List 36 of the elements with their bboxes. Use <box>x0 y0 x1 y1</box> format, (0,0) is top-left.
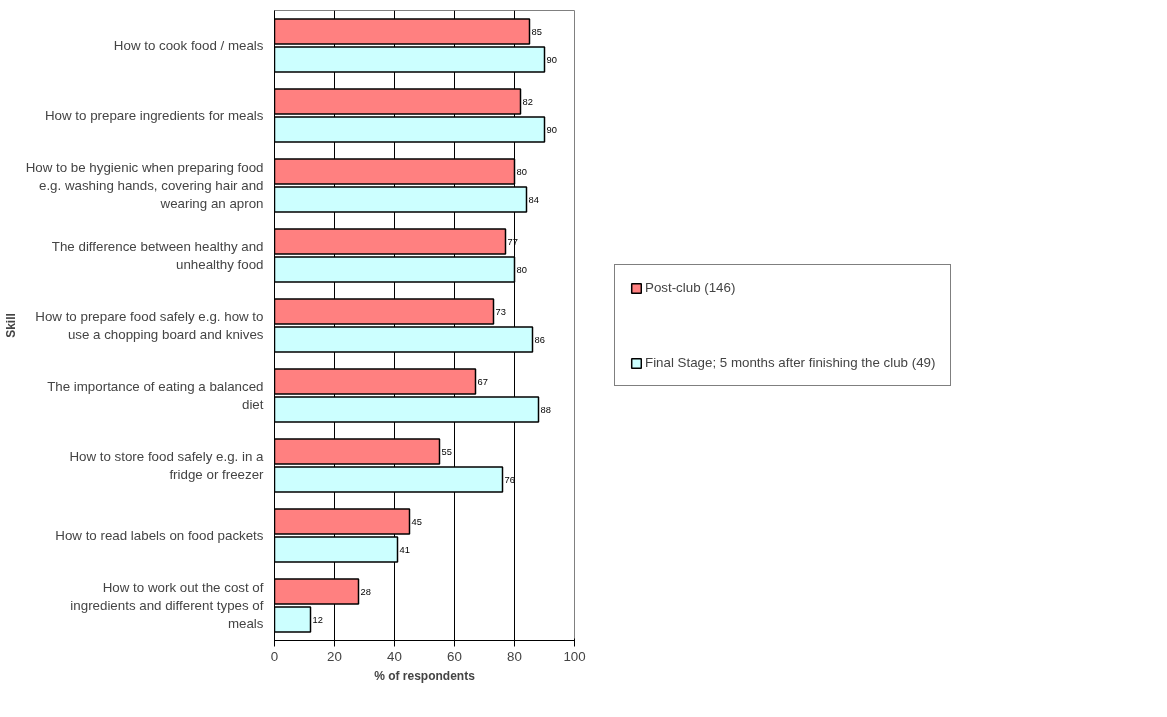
x-tick-label: 60 <box>447 648 462 664</box>
data-label: 28 <box>360 586 371 597</box>
y-tick-label: How to read labels on food packets <box>55 528 264 543</box>
data-label: 80 <box>516 166 527 177</box>
data-label: 88 <box>540 404 551 415</box>
data-label: 86 <box>534 334 545 345</box>
y-tick-label: The difference between healthy and unhealthy food <box>51 239 264 272</box>
legend-label: Post-club (146) <box>645 280 736 295</box>
data-label: 67 <box>477 376 488 387</box>
legend-label: Final Stage; 5 months after finishing the club (49) <box>645 355 936 370</box>
data-label: 90 <box>546 124 557 135</box>
data-label: 80 <box>516 264 527 275</box>
data-label: 76 <box>504 474 515 485</box>
y-axis-title: Skill <box>3 313 18 338</box>
y-tick-label: How to cook food / meals <box>113 38 264 53</box>
x-tick-label: 0 <box>270 648 279 664</box>
data-label: 73 <box>495 306 506 317</box>
data-label: 84 <box>528 194 539 205</box>
data-label: 55 <box>441 446 452 457</box>
data-label: 45 <box>411 516 422 527</box>
data-label: 41 <box>399 544 410 555</box>
x-tick-label: 20 <box>327 648 342 664</box>
y-tick-label: How to be hygienic when preparing food e.g. washing hands, covering hair and wearing an apron <box>25 160 264 211</box>
data-label: 82 <box>522 96 533 107</box>
x-axis-title: % of respondents <box>374 668 476 683</box>
y-tick-label: How to prepare ingredients for meals <box>44 108 264 123</box>
data-label: 90 <box>546 54 557 65</box>
x-tick-label: 80 <box>507 648 522 664</box>
x-tick-label: 100 <box>563 648 586 664</box>
y-tick-label: How to work out the cost of ingredients and different types of meals <box>70 580 264 631</box>
y-tick-label: How to prepare food safely e.g. how to use a chopping board and knives <box>35 309 264 342</box>
data-label: 85 <box>531 26 542 37</box>
x-tick-label: 40 <box>387 648 402 664</box>
y-tick-label: The importance of eating a balanced diet <box>47 379 264 412</box>
data-label: 12 <box>312 614 323 625</box>
y-tick-label: How to store food safely e.g. in a fridge or freezer <box>69 449 265 482</box>
